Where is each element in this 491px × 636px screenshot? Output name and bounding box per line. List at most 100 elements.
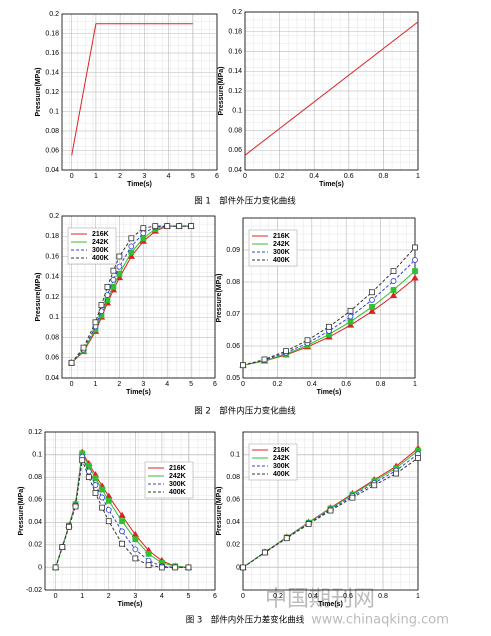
y-tick-label: 0.06 bbox=[226, 343, 240, 350]
marker bbox=[349, 494, 356, 501]
y-tick-label: 0.12 bbox=[45, 89, 59, 96]
y-tick-label: 0.04 bbox=[45, 375, 59, 382]
marker bbox=[98, 302, 105, 309]
marker bbox=[188, 223, 194, 230]
y-tick-label: 0.2 bbox=[49, 213, 59, 220]
y-tick-label: 0.1 bbox=[32, 451, 42, 458]
y-axis-label: Pressure(MPa) bbox=[216, 486, 223, 535]
marker bbox=[390, 287, 397, 293]
marker bbox=[411, 274, 419, 281]
marker bbox=[52, 564, 59, 571]
x-tick-label: 1 bbox=[416, 593, 420, 600]
x-tick-label: 5 bbox=[186, 593, 190, 600]
x-axis-label: Time(s) bbox=[318, 601, 343, 608]
x-tick-label: 0 bbox=[70, 173, 74, 180]
y-tick-label: 0.12 bbox=[228, 88, 242, 95]
marker bbox=[80, 344, 87, 351]
legend-label: 216K bbox=[273, 447, 290, 454]
plot-frame bbox=[44, 431, 216, 591]
y-tick-label: -0.02 bbox=[26, 587, 42, 594]
marker bbox=[326, 323, 332, 330]
marker bbox=[59, 544, 66, 551]
y-tick-label: 0.2 bbox=[232, 9, 242, 16]
y-tick-label: 0 bbox=[236, 564, 240, 571]
marker bbox=[415, 455, 421, 461]
marker bbox=[261, 549, 268, 556]
y-tick-label: 0.16 bbox=[45, 50, 59, 57]
marker bbox=[104, 283, 111, 290]
x-tick-label: 0.6 bbox=[344, 173, 354, 180]
marker bbox=[132, 536, 139, 543]
marker bbox=[79, 457, 86, 464]
marker bbox=[368, 307, 376, 314]
marker bbox=[371, 482, 378, 489]
marker bbox=[152, 223, 159, 230]
plot-frame bbox=[61, 215, 216, 379]
plot-frame bbox=[244, 11, 419, 171]
legend-label: 300K bbox=[273, 249, 290, 256]
y-axis-label: Pressure(MPa) bbox=[216, 273, 223, 322]
marker bbox=[66, 523, 72, 530]
marker bbox=[92, 475, 99, 482]
marker bbox=[118, 511, 126, 518]
x-tick-label: 1 bbox=[94, 381, 98, 388]
y-tick-label: 0.14 bbox=[228, 68, 242, 75]
marker bbox=[283, 535, 290, 542]
x-tick-label: 4 bbox=[167, 173, 171, 180]
legend-label: 216K bbox=[273, 233, 290, 240]
y-tick-label: 0.2 bbox=[49, 11, 59, 18]
caption: 图 2 部件内压力变化曲线 bbox=[194, 406, 296, 417]
marker bbox=[283, 348, 289, 355]
x-tick-label: 0 bbox=[243, 173, 247, 180]
y-tick-label: 0.06 bbox=[228, 147, 242, 154]
x-tick-label: 0 bbox=[70, 381, 74, 388]
y-axis-label: Pressure(MPa) bbox=[18, 486, 25, 535]
y-tick-label: 0.16 bbox=[228, 48, 242, 55]
x-tick-label: 1 bbox=[413, 381, 417, 388]
x-tick-label: 0.8 bbox=[376, 381, 386, 388]
marker bbox=[92, 482, 99, 488]
marker bbox=[347, 318, 354, 325]
x-tick-label: 3 bbox=[141, 381, 145, 388]
y-tick-label: 0.08 bbox=[28, 474, 42, 481]
legend-label: 242K bbox=[92, 239, 109, 246]
y-tick-label: 0.08 bbox=[228, 127, 242, 134]
marker bbox=[327, 507, 334, 514]
y-axis-label: Pressure(MPa) bbox=[218, 66, 225, 115]
y-tick-label: 0 bbox=[38, 564, 42, 571]
marker bbox=[347, 307, 354, 314]
marker bbox=[158, 564, 165, 571]
x-tick-label: 1 bbox=[416, 173, 420, 180]
series-line bbox=[242, 259, 416, 366]
x-tick-label: 6 bbox=[213, 593, 217, 600]
marker bbox=[105, 506, 112, 513]
marker bbox=[347, 313, 354, 320]
y-tick-label: 0.06 bbox=[28, 497, 42, 504]
y-tick-label: 0.16 bbox=[45, 253, 59, 260]
x-tick-label: 0 bbox=[241, 593, 245, 600]
y-tick-label: 0.09 bbox=[226, 247, 240, 254]
y-tick-label: 0.08 bbox=[226, 279, 240, 286]
legend-label: 300K bbox=[92, 247, 109, 254]
x-tick-label: 0.6 bbox=[341, 381, 351, 388]
marker bbox=[240, 362, 246, 369]
watermark: 中国期刊网 bbox=[265, 587, 375, 612]
y-tick-label: 0.18 bbox=[228, 29, 242, 36]
y-tick-label: 0.04 bbox=[228, 167, 242, 174]
plot-frame bbox=[242, 431, 419, 591]
marker bbox=[68, 359, 75, 366]
marker bbox=[140, 230, 147, 237]
marker bbox=[99, 504, 106, 511]
x-tick-label: 6 bbox=[215, 173, 219, 180]
y-tick-label: 0.04 bbox=[28, 519, 42, 526]
x-tick-label: 0 bbox=[241, 381, 245, 388]
marker bbox=[85, 462, 92, 469]
y-tick-label: 0.12 bbox=[28, 429, 42, 436]
legend-label: 216K bbox=[169, 465, 186, 472]
x-tick-label: 0.8 bbox=[378, 593, 388, 600]
marker bbox=[110, 267, 117, 274]
x-tick-label: 4 bbox=[160, 593, 164, 600]
marker bbox=[110, 283, 117, 290]
